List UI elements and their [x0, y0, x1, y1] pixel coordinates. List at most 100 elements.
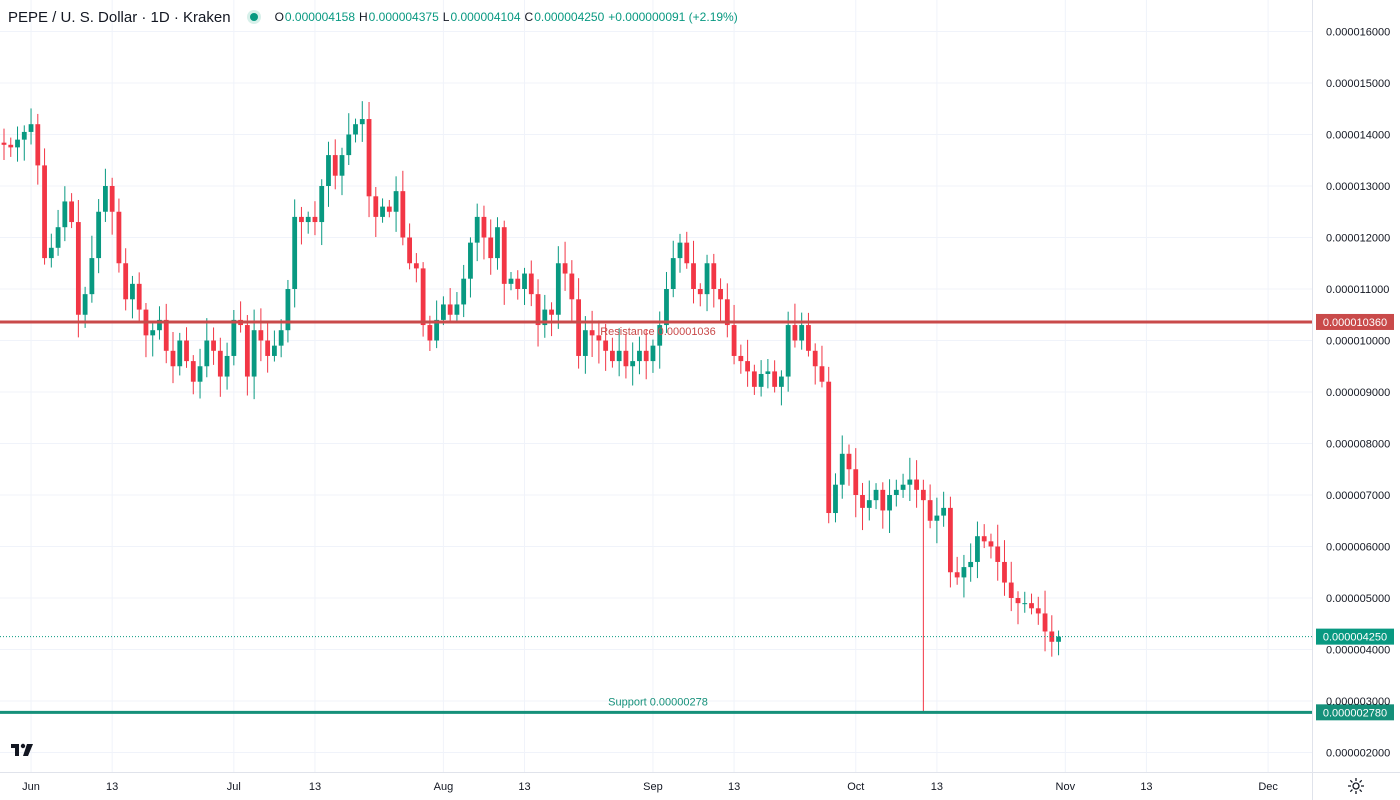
candle-body — [272, 345, 277, 356]
symbol-title[interactable]: PEPE / U. S. Dollar · 1D · Kraken — [8, 8, 231, 26]
candle-body — [305, 216, 311, 223]
candle-body — [603, 340, 609, 351]
candle-body — [224, 355, 230, 377]
candle-body — [630, 361, 636, 367]
candle-body — [1008, 582, 1014, 598]
candle-body — [697, 289, 703, 295]
candle-body — [116, 211, 122, 264]
candle-body — [157, 319, 162, 331]
candle-body — [481, 216, 487, 238]
x-tick-label: Nov — [1056, 781, 1076, 793]
candle-body — [968, 561, 974, 568]
candle-body — [731, 325, 737, 356]
candle-body — [941, 507, 947, 516]
candle-body — [1015, 598, 1021, 604]
candle-body — [407, 237, 412, 264]
candle-body — [1049, 631, 1055, 642]
last-price-tag — [1316, 628, 1394, 645]
candle-body — [35, 124, 41, 166]
candle-body — [386, 206, 392, 212]
candle-body — [758, 373, 764, 387]
candle-body — [806, 325, 811, 351]
candle-body — [569, 273, 575, 300]
support-label: Support 0.00000278 — [608, 696, 708, 708]
candle-body — [1035, 608, 1041, 614]
candle-body — [346, 134, 352, 156]
candle-body — [380, 206, 385, 217]
candle-body — [948, 507, 953, 573]
candle-body — [96, 211, 102, 259]
candle-body — [312, 216, 318, 223]
y-tick-label: 0.000011000 — [1326, 284, 1389, 296]
candle-body — [954, 572, 960, 578]
candle-body — [718, 289, 723, 300]
candle-body — [339, 155, 345, 176]
candle-body — [461, 278, 467, 305]
candle-body — [542, 309, 548, 326]
candle-body — [549, 309, 554, 315]
y-tick-label: 0.000004000 — [1326, 645, 1390, 657]
market-status-icon — [246, 10, 261, 24]
candle-body — [582, 330, 588, 356]
x-tick-label: 13 — [106, 781, 118, 793]
x-tick-label: Aug — [434, 781, 454, 793]
candle-body — [508, 278, 514, 284]
candle-body — [522, 273, 527, 289]
candle-body — [495, 227, 500, 259]
candle-body — [353, 124, 358, 135]
candle-body — [501, 227, 507, 284]
tradingview-logo-icon[interactable] — [8, 738, 38, 762]
candle-body — [265, 340, 271, 356]
candle-body — [677, 242, 683, 259]
candle-body — [413, 263, 419, 269]
candle-body — [650, 345, 656, 362]
candle-body — [893, 489, 899, 495]
candle-body — [927, 500, 933, 521]
candle-body — [488, 237, 494, 259]
candle-body — [292, 216, 298, 289]
candle-body — [866, 500, 872, 508]
x-tick-label: Sep — [643, 781, 663, 793]
y-tick-label: 0.000016000 — [1326, 27, 1390, 39]
candle-body — [1042, 613, 1048, 632]
candle-body — [826, 381, 832, 514]
candle-body — [880, 489, 886, 511]
y-tick-label: 0.000008000 — [1326, 439, 1390, 451]
candle-body — [62, 201, 68, 228]
candle-body — [900, 484, 906, 490]
candle-body — [468, 242, 473, 279]
high-value: 0.000004375 — [368, 10, 439, 24]
candle-body — [528, 273, 534, 295]
candle-body — [657, 325, 663, 346]
grid-lines — [0, 0, 1312, 772]
resistance-label: Resistance 0.00001036 — [600, 326, 716, 338]
gear-icon[interactable] — [1346, 776, 1366, 796]
candle-body — [190, 361, 196, 382]
y-tick-label: 0.000005000 — [1326, 593, 1390, 605]
candle-body — [873, 489, 879, 501]
candle-body — [1002, 561, 1007, 583]
candle-body — [15, 139, 20, 148]
candle-body — [278, 330, 284, 346]
low-label: L — [442, 10, 450, 24]
candle-body — [738, 355, 744, 362]
candle-body — [887, 495, 892, 511]
candle-body — [177, 340, 183, 367]
candle-body — [515, 278, 521, 289]
candle-body — [42, 165, 47, 259]
candle-body — [89, 258, 95, 295]
candle-body — [441, 304, 446, 320]
candle-body — [637, 350, 642, 362]
support-price-label: 0.000002780 — [1323, 707, 1387, 719]
candle-body — [616, 350, 622, 362]
candle-body — [643, 350, 649, 362]
candle-body — [623, 350, 629, 367]
candle-body — [427, 325, 433, 341]
open-value: 0.000004158 — [284, 10, 355, 24]
y-tick-label: 0.000012000 — [1326, 233, 1390, 245]
low-value: 0.000004104 — [450, 10, 521, 24]
candle-body — [988, 541, 994, 547]
x-tick-label: Jul — [227, 781, 241, 793]
y-tick-label: 0.000003000 — [1326, 696, 1390, 708]
